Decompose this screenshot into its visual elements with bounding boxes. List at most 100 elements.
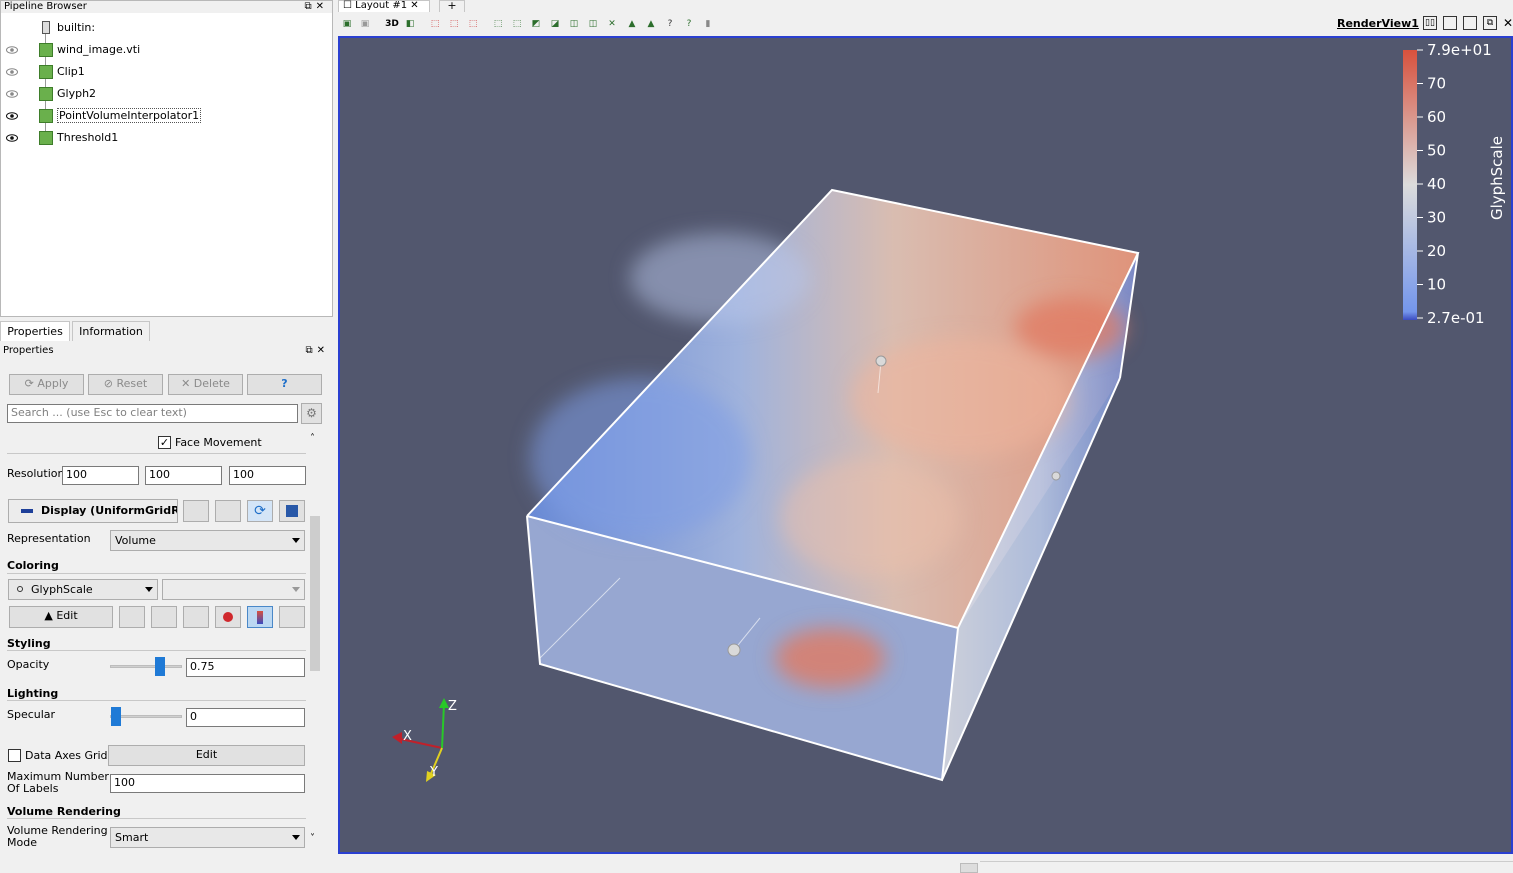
opacity-slider-track[interactable] xyxy=(110,665,182,668)
display-section-toggle[interactable]: Display (UniformGridRe xyxy=(8,499,178,523)
color-legend-bar xyxy=(1403,50,1417,320)
pipeline-browser-panel: Pipeline Browser ⧉✕ builtin: wind_image.… xyxy=(0,0,333,317)
render-view-title[interactable]: RenderView1 xyxy=(1337,17,1419,30)
chevron-down-icon xyxy=(292,538,300,543)
edit-label: Edit xyxy=(56,609,78,622)
maximize-icon[interactable] xyxy=(1463,16,1477,30)
pipeline-item-point-volume-interpolator1[interactable]: PointVolumeInterpolator1 xyxy=(1,106,331,126)
specular-input[interactable]: 0 xyxy=(186,708,305,727)
refresh-icon[interactable]: ⟳ xyxy=(247,500,273,522)
color-legend-tick-label: 20 xyxy=(1427,242,1446,260)
shrink-selection-icon[interactable]: ◫ xyxy=(588,19,598,29)
select-points-on-icon[interactable]: ⬚ xyxy=(449,19,459,29)
color-legend[interactable]: 7.9e+01 70 60 50 40 30 20 10 2.7e-01 GlyphScale xyxy=(1403,41,1506,327)
status-resize-grip[interactable] xyxy=(960,863,978,873)
restore-icon[interactable]: ⧉ xyxy=(1483,16,1497,30)
split-view-icon[interactable]: ▣ xyxy=(342,19,352,29)
tree-connector-line xyxy=(45,33,46,139)
rescale-custom-icon[interactable] xyxy=(151,606,177,628)
pipeline-item-glyph2[interactable]: Glyph2 xyxy=(1,84,331,104)
toggle-3d-button[interactable]: 3D xyxy=(385,19,399,29)
visibility-eye-icon[interactable] xyxy=(6,46,18,54)
tab-properties[interactable]: Properties xyxy=(0,321,70,341)
probe-sphere[interactable] xyxy=(727,643,741,657)
select-polygon-icon[interactable]: ⬚ xyxy=(512,19,522,29)
data-axes-grid-checkbox[interactable] xyxy=(8,749,21,762)
delete-icon: ✕ xyxy=(181,377,194,390)
paste-icon[interactable] xyxy=(215,500,241,522)
scrollbar-thumb[interactable] xyxy=(310,516,320,671)
show-colorbar-icon[interactable] xyxy=(247,606,273,628)
undo-camera-icon[interactable]: ▣ xyxy=(360,19,370,29)
chevron-down-icon[interactable]: ˅ xyxy=(310,833,315,844)
favorite-presets-icon[interactable] xyxy=(215,606,241,628)
data-axes-grid-edit-button[interactable]: Edit xyxy=(108,745,305,766)
trash-icon[interactable]: ▮ xyxy=(705,19,711,29)
reset-button[interactable]: ⊘ Reset xyxy=(88,374,163,395)
rescale-range-icon[interactable] xyxy=(119,606,145,628)
specular-slider-handle[interactable] xyxy=(111,707,121,726)
coloring-component-select[interactable] xyxy=(162,579,305,600)
specular-slider-track[interactable] xyxy=(110,715,182,718)
rescale-temporal-icon[interactable] xyxy=(183,606,209,628)
dock-float-close-icons[interactable]: ⧉✕ xyxy=(305,345,329,356)
tab-information[interactable]: Information xyxy=(72,321,150,341)
face-movement-checkbox[interactable]: ✓ xyxy=(158,436,171,449)
reset-icon: ⊘ xyxy=(103,377,117,390)
select-cells-through-icon[interactable]: ⬚ xyxy=(468,19,478,29)
pipeline-item-clip1[interactable]: Clip1 xyxy=(1,62,331,82)
opacity-input[interactable]: 0.75 xyxy=(186,658,305,677)
interactive-select-icon[interactable]: ◪ xyxy=(550,19,560,29)
gear-icon[interactable]: ⚙ xyxy=(301,403,322,424)
pipeline-item-builtin[interactable]: builtin: xyxy=(1,18,331,38)
delete-button[interactable]: ✕ Delete xyxy=(168,374,243,395)
probe-sphere[interactable] xyxy=(1051,471,1061,481)
clear-selection-icon[interactable]: ✕ xyxy=(608,19,616,29)
opacity-slider-handle[interactable] xyxy=(155,657,165,676)
visibility-eye-icon[interactable] xyxy=(6,112,18,120)
close-icon[interactable]: ✕ xyxy=(407,0,419,11)
visibility-eye-icon[interactable] xyxy=(6,134,18,142)
volume-render-scene[interactable]: X Z Y 7.9e+01 70 60 50 40 30 20 10 2.7e-01 Glyph… xyxy=(340,38,1511,852)
select-block-icon[interactable]: ◩ xyxy=(531,19,541,29)
edit-colormap-button[interactable]: ▲ Edit xyxy=(9,606,113,628)
properties-scrollbar[interactable]: ˄ ˅ xyxy=(309,431,321,851)
add-layout-tab-button[interactable]: + xyxy=(439,0,465,12)
split-vertical-icon[interactable] xyxy=(1443,16,1457,30)
select-cells-on-icon[interactable]: ⬚ xyxy=(430,19,440,29)
visibility-eye-icon[interactable] xyxy=(6,68,18,76)
help-button[interactable]: ? xyxy=(247,374,322,395)
volume-mode-select[interactable]: Smart xyxy=(110,827,305,848)
resolution-z-input[interactable]: 100 xyxy=(229,466,306,485)
grow-selection-icon[interactable]: ◫ xyxy=(569,19,579,29)
query-icon[interactable]: ? xyxy=(667,19,673,29)
properties-panel: Properties ⧉✕ ⟳ Apply ⊘ Reset ✕ Delete ?… xyxy=(0,343,333,873)
representation-select[interactable]: Volume xyxy=(110,530,305,551)
visibility-eye-icon[interactable] xyxy=(6,90,18,98)
resolution-y-input[interactable]: 100 xyxy=(145,466,222,485)
dock-float-close-icons[interactable]: ⧉✕ xyxy=(304,1,328,12)
edit-colorbar-icon[interactable] xyxy=(279,606,305,628)
search-input[interactable]: Search ... (use Esc to clear text) xyxy=(7,404,298,423)
copy-icon[interactable] xyxy=(183,500,209,522)
max-labels-input[interactable]: 100 xyxy=(110,774,305,793)
find-data-icon[interactable]: ? xyxy=(686,19,692,29)
volume-side-face xyxy=(942,253,1138,780)
coloring-array-select[interactable]: GlyphScale xyxy=(8,579,158,600)
split-horizontal-icon[interactable]: ▯▯ xyxy=(1423,16,1437,30)
render-view-canvas[interactable]: X Z Y 7.9e+01 70 60 50 40 30 20 10 2.7e-01 Glyph… xyxy=(338,36,1513,854)
apply-button[interactable]: ⟳ Apply xyxy=(9,374,84,395)
close-view-icon[interactable]: ✕ xyxy=(1503,16,1513,30)
select-points-through-icon[interactable]: ⬚ xyxy=(493,19,503,29)
pipeline-item-wind-image[interactable]: wind_image.vti xyxy=(1,40,331,60)
hover-cells-icon[interactable]: ▲ xyxy=(647,19,655,29)
tab-layout-1[interactable]: ☐ Layout #1 ✕ xyxy=(338,0,430,12)
probe-sphere[interactable] xyxy=(875,355,887,367)
save-icon[interactable] xyxy=(279,500,305,522)
chevron-up-icon[interactable]: ˄ xyxy=(310,433,315,444)
resolution-x-input[interactable]: 100 xyxy=(62,466,139,485)
pipeline-item-threshold1[interactable]: Threshold1 xyxy=(1,128,331,148)
status-bar xyxy=(335,855,1513,873)
hover-points-icon[interactable]: ▲ xyxy=(628,19,636,29)
capture-screenshot-icon[interactable]: ◧ xyxy=(405,19,415,29)
